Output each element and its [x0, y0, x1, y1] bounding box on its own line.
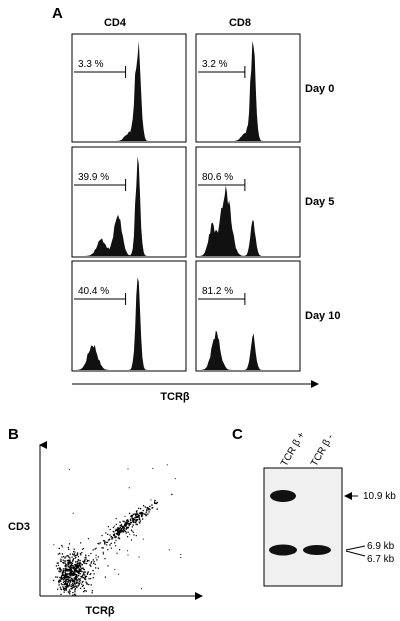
gate-percentage: 81.2 %	[202, 286, 233, 297]
scatter-points	[52, 464, 182, 596]
panel-a-x-label: TCRβ	[160, 391, 190, 403]
band-label-10-9kb: 10.9 kb	[363, 491, 396, 502]
band-10-9kb-lane1	[270, 490, 296, 502]
histogram-frame	[71, 260, 187, 372]
arrow-6-9kb	[345, 545, 366, 551]
panel-b-letter: B	[8, 426, 19, 443]
histogram-grid: 3.3 % 3.2 % 39.9 % 80.6 % 40.4 % 81.2 %	[71, 33, 301, 372]
panel-b-x-label: TCRβ	[85, 605, 115, 617]
band-label-6-7kb: 6.7 kb	[367, 554, 395, 565]
gate-marker	[198, 179, 246, 191]
column-label-cd8: CD8	[229, 17, 251, 29]
gate-marker	[74, 66, 127, 78]
gate-percentage: 3.2 %	[202, 59, 228, 70]
histogram-fill	[74, 41, 184, 141]
gate-percentage: 39.9 %	[78, 172, 109, 183]
band-6-9kb-lane1	[269, 544, 297, 556]
histogram-frame	[195, 33, 301, 143]
gate-marker	[74, 179, 127, 191]
panel-c-letter: C	[232, 426, 243, 443]
gate-percentage: 80.6 %	[202, 172, 233, 183]
gel-blot	[263, 467, 343, 587]
panel-a-letter: A	[52, 5, 63, 22]
histogram-fill	[198, 185, 298, 256]
histogram-fill	[198, 330, 298, 370]
column-label-cd4: CD4	[104, 17, 127, 29]
histogram-frame	[195, 260, 301, 372]
panel-b-y-label: CD3	[8, 521, 30, 533]
row-label-day5: Day 5	[305, 196, 334, 208]
lane-label-tcrb-neg: TCR β -	[309, 433, 336, 469]
gate-marker	[198, 293, 246, 305]
row-label-day10: Day 10	[305, 310, 340, 322]
histogram-frame	[71, 146, 187, 258]
band-label-6-9kb: 6.9 kb	[367, 541, 395, 552]
histogram-frame	[195, 146, 301, 258]
gate-marker	[198, 66, 246, 78]
histogram-frame	[71, 33, 187, 143]
histogram-fill	[198, 41, 298, 141]
band-6-9kb-lane2	[303, 545, 331, 555]
gate-percentage: 3.3 %	[78, 59, 104, 70]
lane-label-tcrb-pos: TCR β +	[279, 430, 307, 468]
gate-marker	[74, 293, 127, 305]
arrow-6-7kb	[345, 550, 366, 557]
dot-plot	[52, 464, 182, 596]
row-label-day0: Day 0	[305, 83, 334, 95]
gate-percentage: 40.4 %	[78, 286, 109, 297]
